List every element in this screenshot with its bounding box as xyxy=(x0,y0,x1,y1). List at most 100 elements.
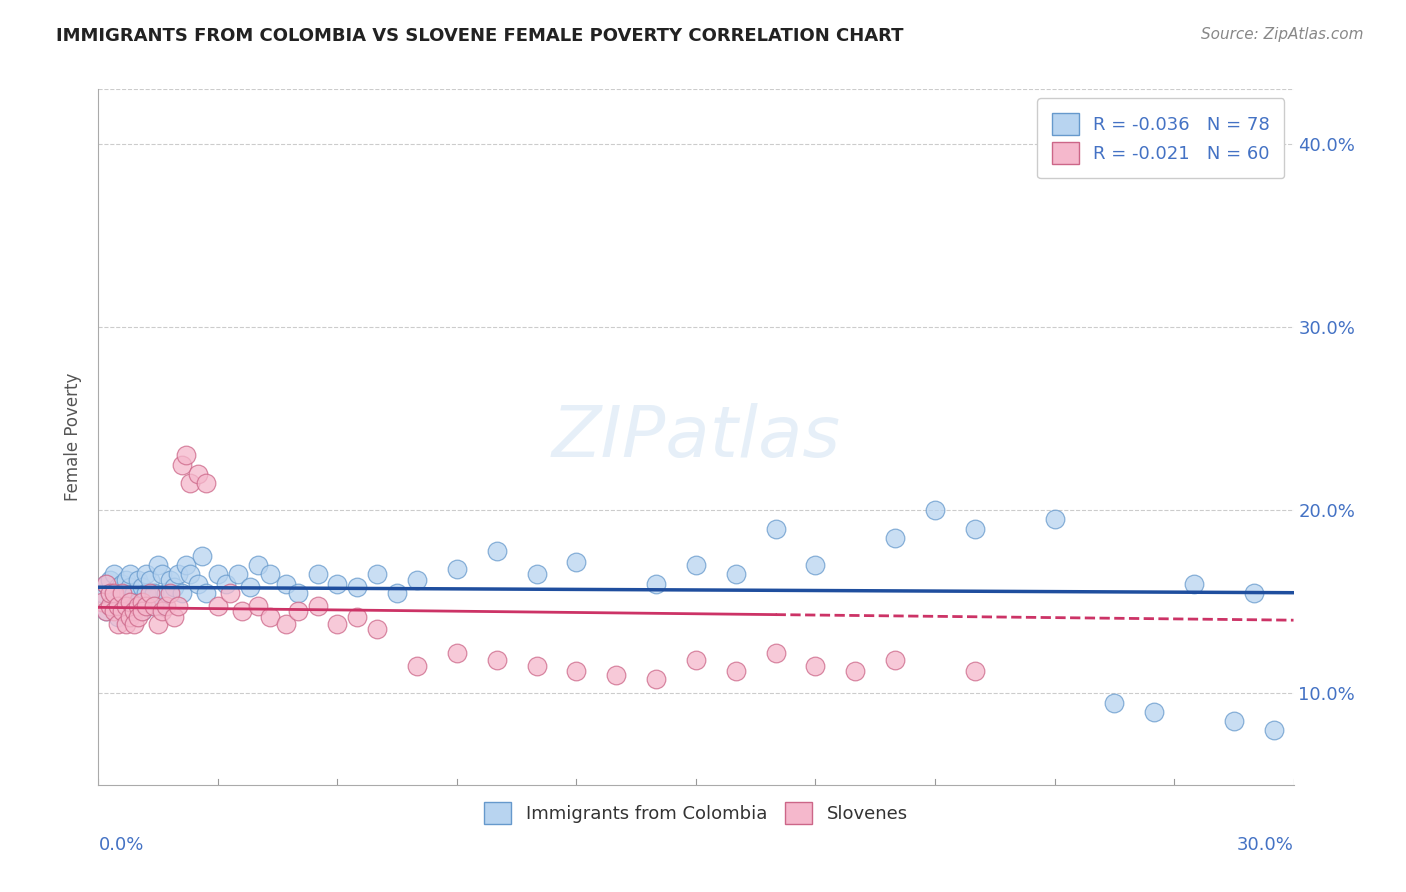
Point xyxy=(96,604,118,618)
Point xyxy=(111,585,134,599)
Point xyxy=(231,604,253,618)
Point xyxy=(645,672,668,686)
Point xyxy=(107,580,129,594)
Point xyxy=(1223,714,1246,728)
Point xyxy=(148,558,170,573)
Point xyxy=(485,543,508,558)
Point xyxy=(155,599,177,613)
Point xyxy=(724,665,747,679)
Point xyxy=(287,604,309,618)
Point xyxy=(115,585,138,599)
Point xyxy=(143,599,166,613)
Point xyxy=(179,475,201,490)
Point xyxy=(107,599,129,613)
Point xyxy=(307,567,329,582)
Point xyxy=(1104,696,1126,710)
Point xyxy=(148,616,170,631)
Point xyxy=(98,585,122,599)
Point xyxy=(246,558,269,573)
Point xyxy=(98,599,122,613)
Point xyxy=(159,585,181,599)
Point xyxy=(103,585,125,599)
Point xyxy=(96,576,118,591)
Point xyxy=(120,609,142,624)
Point xyxy=(98,585,122,599)
Point xyxy=(115,599,138,613)
Point xyxy=(143,585,166,599)
Point xyxy=(148,599,170,613)
Point xyxy=(103,585,125,599)
Text: 30.0%: 30.0% xyxy=(1237,836,1294,855)
Point xyxy=(207,567,229,582)
Point xyxy=(167,567,190,582)
Point xyxy=(1043,512,1066,526)
Point xyxy=(884,653,907,667)
Point xyxy=(103,567,125,582)
Point xyxy=(135,585,157,599)
Point xyxy=(120,567,142,582)
Point xyxy=(120,580,142,594)
Point xyxy=(91,585,114,599)
Point xyxy=(111,599,134,613)
Point xyxy=(107,616,129,631)
Point xyxy=(246,599,269,613)
Point xyxy=(150,567,173,582)
Point xyxy=(963,665,986,679)
Text: IMMIGRANTS FROM COLOMBIA VS SLOVENE FEMALE POVERTY CORRELATION CHART: IMMIGRANTS FROM COLOMBIA VS SLOVENE FEMA… xyxy=(56,27,904,45)
Point xyxy=(172,585,194,599)
Point xyxy=(274,576,297,591)
Point xyxy=(163,580,186,594)
Point xyxy=(115,573,138,587)
Point xyxy=(724,567,747,582)
Point xyxy=(174,449,197,463)
Point xyxy=(326,576,349,591)
Point xyxy=(219,585,242,599)
Point xyxy=(765,522,787,536)
Point xyxy=(963,522,986,536)
Point xyxy=(115,604,138,618)
Point xyxy=(1243,585,1265,599)
Point xyxy=(98,599,122,613)
Point xyxy=(96,576,118,591)
Point xyxy=(804,659,827,673)
Point xyxy=(111,576,134,591)
Point xyxy=(107,595,129,609)
Point xyxy=(195,585,218,599)
Point xyxy=(884,531,907,545)
Point xyxy=(139,599,162,613)
Y-axis label: Female Poverty: Female Poverty xyxy=(65,373,83,501)
Point xyxy=(274,616,297,631)
Point xyxy=(131,595,153,609)
Point xyxy=(326,616,349,631)
Point xyxy=(111,585,134,599)
Point xyxy=(307,599,329,613)
Point xyxy=(120,595,142,609)
Text: Source: ZipAtlas.com: Source: ZipAtlas.com xyxy=(1201,27,1364,42)
Point xyxy=(96,604,118,618)
Point xyxy=(1182,576,1205,591)
Point xyxy=(187,576,209,591)
Point xyxy=(187,467,209,481)
Point xyxy=(103,604,125,618)
Point xyxy=(446,562,468,576)
Point xyxy=(174,558,197,573)
Point xyxy=(215,576,238,591)
Point xyxy=(844,665,866,679)
Point xyxy=(155,585,177,599)
Point xyxy=(120,595,142,609)
Point xyxy=(366,623,388,637)
Text: ZIPatlas: ZIPatlas xyxy=(551,402,841,472)
Point xyxy=(239,580,262,594)
Point xyxy=(163,609,186,624)
Point xyxy=(127,609,149,624)
Point xyxy=(131,580,153,594)
Point xyxy=(685,653,707,667)
Point xyxy=(685,558,707,573)
Legend: Immigrants from Colombia, Slovenes: Immigrants from Colombia, Slovenes xyxy=(470,788,922,838)
Point xyxy=(131,604,153,618)
Point xyxy=(124,616,146,631)
Point xyxy=(150,604,173,618)
Point xyxy=(259,567,281,582)
Point xyxy=(565,555,588,569)
Point xyxy=(139,573,162,587)
